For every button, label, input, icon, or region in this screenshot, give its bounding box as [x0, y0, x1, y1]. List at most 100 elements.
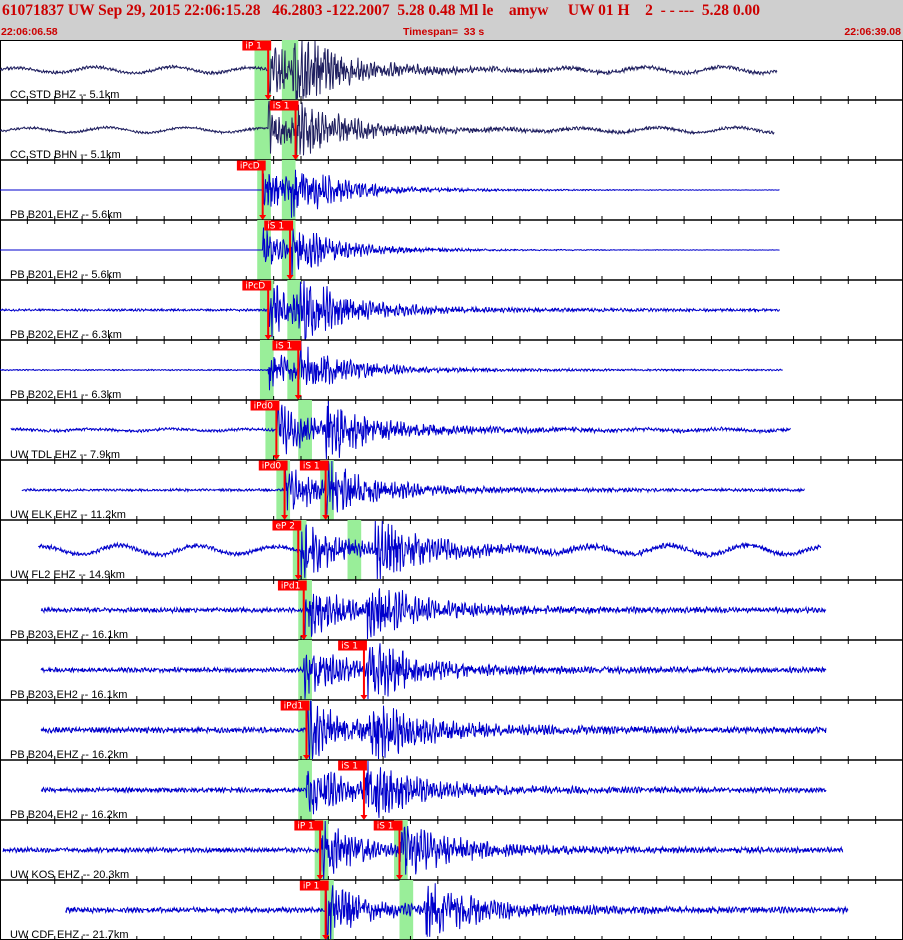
- pick-label: iPcD: [245, 282, 265, 292]
- pick-flag[interactable]: [258, 460, 288, 471]
- station-label: PB B201 EH2 -- 5.6km: [10, 269, 121, 281]
- station-label: UW KOS EHZ -- 20.3km: [10, 869, 129, 881]
- pick-marker-icon: [300, 635, 308, 640]
- station-label: UW CDF EHZ -- 21.7km: [10, 929, 129, 940]
- pick-label: iS 1: [341, 642, 358, 652]
- pick-marker-icon: [286, 275, 294, 280]
- pick-marker-icon: [294, 395, 302, 400]
- pick-window: [254, 100, 271, 160]
- pick-label: iPd1: [281, 582, 300, 592]
- waveform: [40, 760, 827, 818]
- trace-row[interactable]: iS 1 PB B204 EH2 -- 16.2km: [0, 760, 903, 824]
- end-time: 22:06:39.08: [844, 26, 901, 38]
- pick-flag[interactable]: [294, 820, 324, 831]
- waveform: [0, 169, 780, 218]
- trace-row[interactable]: iP 1 CC STD BHZ -- 5.1km: [0, 40, 903, 104]
- pick-marker-icon: [322, 515, 330, 520]
- pick-flag[interactable]: [272, 520, 302, 531]
- station-label: PB B201 EHZ -- 5.6km: [10, 209, 122, 221]
- trace-row[interactable]: iP 1 UW CDF EHZ -- 21.7km: [0, 880, 903, 940]
- trace-row[interactable]: iPd0 iS 1 UW ELK EHZ -- 11.2km: [0, 460, 903, 524]
- waveform: [37, 520, 822, 580]
- waveform: [65, 880, 849, 940]
- trace-row[interactable]: iS 1 PB B202 EH1 -- 6.3km: [0, 340, 903, 404]
- pick-label: iS 1: [267, 222, 284, 232]
- station-label: PB B202 EHZ -- 6.3km: [10, 329, 122, 341]
- pick-label: iPcD: [240, 162, 260, 172]
- event-title: 61071837 UW Sep 29, 2015 22:06:15.28 46.…: [2, 2, 761, 19]
- trace-row[interactable]: iP 1 iS 1 UW KOS EHZ -- 20.3km: [0, 820, 903, 884]
- waveform: [0, 280, 780, 340]
- pick-window: [320, 460, 334, 520]
- pick-marker-icon: [264, 95, 272, 100]
- station-label: CC STD BHN -- 5.1km: [10, 149, 121, 161]
- pick-label: eP 2: [275, 522, 295, 532]
- pick-flag[interactable]: [299, 460, 329, 471]
- waveform: [21, 460, 805, 515]
- pick-flag[interactable]: [299, 880, 329, 891]
- pick-marker-icon: [302, 755, 310, 760]
- trace-row[interactable]: iPd0 UW TDL EHZ -- 7.9km: [0, 400, 903, 464]
- station-label: PB B204 EHZ -- 16.2km: [10, 749, 128, 761]
- pick-label: iS 1: [341, 762, 358, 772]
- station-label: PB B203 EHZ -- 16.1km: [10, 629, 128, 641]
- timespan-label: Timespan= 33 s: [403, 26, 485, 38]
- pick-marker-icon: [316, 875, 324, 880]
- pick-flag[interactable]: [242, 280, 272, 291]
- pick-marker-icon: [259, 215, 267, 220]
- waveform: [40, 700, 827, 760]
- trace-row[interactable]: iS 1 PB B203 EH2 -- 16.1km: [0, 640, 903, 704]
- pick-flag[interactable]: [338, 760, 367, 771]
- pick-flag[interactable]: [272, 340, 302, 351]
- station-label: PB B203 EH2 -- 16.1km: [10, 689, 127, 701]
- pick-marker-icon: [264, 335, 272, 340]
- pick-label: iS 1: [273, 102, 290, 112]
- waveform: [40, 588, 827, 640]
- pick-label: iP 1: [245, 42, 262, 52]
- pick-marker-icon: [294, 575, 302, 580]
- pick-marker-icon: [272, 455, 280, 460]
- pick-marker-icon: [360, 815, 368, 820]
- waveform: [40, 643, 827, 700]
- pick-marker-icon: [292, 155, 300, 160]
- pick-label: iP 1: [297, 822, 314, 832]
- pick-flag[interactable]: [269, 100, 299, 111]
- pick-label: iS 1: [275, 342, 292, 352]
- trace-row[interactable]: iPcD PB B201 EHZ -- 5.6km: [0, 160, 903, 224]
- pick-flag[interactable]: [338, 640, 367, 651]
- station-label: UW TDL EHZ -- 7.9km: [10, 449, 120, 461]
- station-label: PB B204 EH2 -- 16.2km: [10, 809, 127, 821]
- pick-flag[interactable]: [280, 700, 310, 711]
- waveform: [0, 227, 780, 277]
- waveform: [0, 100, 775, 158]
- station-label: UW FL2 EHZ -- 14.9km: [10, 569, 125, 581]
- trace-row[interactable]: iS 1 CC STD BHN -- 5.1km: [0, 100, 903, 164]
- pick-flag[interactable]: [373, 820, 403, 831]
- pick-flag[interactable]: [236, 160, 266, 171]
- waveform: [0, 40, 778, 100]
- pick-label: iPd1: [284, 702, 303, 712]
- pick-label: iPd0: [254, 402, 274, 412]
- pick-label: iP 1: [303, 882, 320, 892]
- trace-row[interactable]: iPd1 PB B204 EHZ -- 16.2km: [0, 700, 903, 764]
- trace-row[interactable]: iPcD PB B202 EHZ -- 6.3km: [0, 280, 903, 344]
- header-bar: 61071837 UW Sep 29, 2015 22:06:15.28 46.…: [0, 0, 903, 40]
- pick-label: iPd0: [262, 462, 282, 472]
- waveform: [0, 341, 783, 391]
- trace-row[interactable]: iS 1 PB B201 EH2 -- 5.6km: [0, 220, 903, 284]
- pick-marker-icon: [360, 695, 368, 700]
- pick-marker-icon: [322, 935, 330, 940]
- pick-flag[interactable]: [277, 580, 307, 591]
- pick-flag[interactable]: [264, 220, 294, 231]
- pick-marker-icon: [281, 515, 289, 520]
- waveform: [2, 820, 844, 880]
- pick-label: iS 1: [377, 822, 394, 832]
- waveform: [10, 400, 791, 460]
- pick-flag[interactable]: [242, 40, 272, 51]
- trace-row[interactable]: eP 2 UW FL2 EHZ -- 14.9km: [0, 520, 903, 584]
- seismogram-panel[interactable]: iP 1 CC STD BHZ -- 5.1km iS 1 CC STD BHN --…: [0, 40, 903, 940]
- start-time: 22:06:06.58: [1, 26, 58, 38]
- pick-marker-icon: [396, 875, 404, 880]
- pick-flag[interactable]: [250, 400, 280, 411]
- trace-row[interactable]: iPd1 PB B203 EHZ -- 16.1km: [0, 580, 903, 644]
